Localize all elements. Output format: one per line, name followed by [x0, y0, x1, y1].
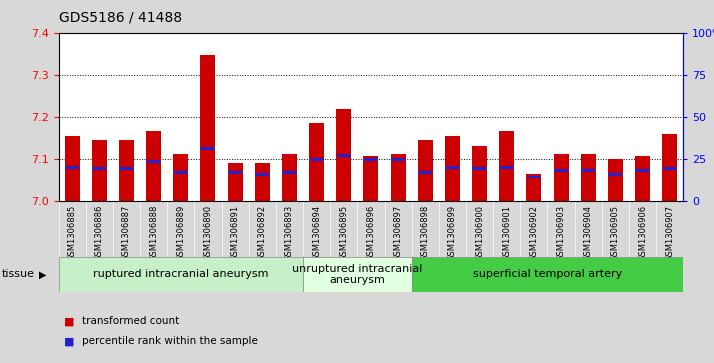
Bar	[580, 154, 595, 201]
Bar	[363, 156, 378, 201]
Bar	[174, 154, 188, 201]
Text: GSM1306893: GSM1306893	[285, 205, 294, 261]
Bar	[282, 154, 297, 201]
Text: GSM1306892: GSM1306892	[258, 205, 267, 261]
Text: ■: ■	[64, 336, 75, 346]
Bar	[228, 171, 242, 174]
Text: GSM1306899: GSM1306899	[448, 205, 457, 261]
Bar	[59, 257, 303, 292]
Bar	[499, 131, 514, 201]
Text: GSM1306901: GSM1306901	[502, 205, 511, 261]
Text: GSM1306894: GSM1306894	[312, 205, 321, 261]
Bar	[255, 163, 270, 201]
Text: transformed count: transformed count	[82, 316, 179, 326]
Bar	[608, 172, 623, 176]
Bar	[201, 147, 215, 150]
Bar	[119, 167, 134, 170]
Bar	[119, 140, 134, 201]
Text: GSM1306903: GSM1306903	[557, 205, 565, 261]
Bar	[336, 109, 351, 201]
Bar	[473, 167, 487, 170]
Text: unruptured intracranial
aneurysm: unruptured intracranial aneurysm	[292, 264, 423, 285]
Bar	[65, 166, 79, 169]
Text: GSM1306886: GSM1306886	[95, 205, 104, 261]
Bar	[174, 171, 188, 174]
Bar	[201, 56, 216, 201]
Text: GDS5186 / 41488: GDS5186 / 41488	[59, 11, 181, 25]
Bar	[663, 134, 677, 201]
Bar	[337, 154, 351, 158]
Bar	[146, 131, 161, 201]
Text: GSM1306898: GSM1306898	[421, 205, 430, 261]
Bar	[527, 176, 541, 179]
Text: GSM1306896: GSM1306896	[366, 205, 376, 261]
Bar	[92, 140, 107, 201]
Bar	[500, 166, 514, 169]
Bar	[554, 169, 568, 172]
Text: GSM1306895: GSM1306895	[339, 205, 348, 261]
Text: GSM1306888: GSM1306888	[149, 205, 158, 261]
Bar	[303, 257, 412, 292]
Bar	[391, 154, 406, 201]
Bar	[255, 172, 269, 176]
Bar	[412, 257, 683, 292]
Bar	[364, 158, 378, 161]
Bar	[445, 136, 460, 201]
Text: tissue: tissue	[2, 269, 35, 280]
Bar	[92, 167, 106, 170]
Bar	[553, 154, 568, 201]
Text: superficial temporal artery: superficial temporal artery	[473, 269, 622, 280]
Bar	[581, 169, 595, 172]
Bar	[635, 169, 650, 172]
Text: GSM1306891: GSM1306891	[231, 205, 240, 261]
Bar	[309, 123, 324, 201]
Bar	[146, 160, 161, 163]
Text: GSM1306887: GSM1306887	[122, 205, 131, 261]
Text: ■: ■	[64, 316, 75, 326]
Text: GSM1306905: GSM1306905	[611, 205, 620, 261]
Bar	[418, 171, 433, 174]
Bar	[418, 140, 433, 201]
Bar	[472, 146, 487, 201]
Text: GSM1306906: GSM1306906	[638, 205, 647, 261]
Text: GSM1306904: GSM1306904	[584, 205, 593, 261]
Bar	[608, 159, 623, 201]
Text: ruptured intracranial aneurysm: ruptured intracranial aneurysm	[93, 269, 268, 280]
Bar	[663, 167, 677, 170]
Bar	[526, 174, 541, 201]
Text: GSM1306900: GSM1306900	[475, 205, 484, 261]
Bar	[65, 136, 79, 201]
Text: percentile rank within the sample: percentile rank within the sample	[82, 336, 258, 346]
Text: GSM1306907: GSM1306907	[665, 205, 674, 261]
Text: ▶: ▶	[39, 269, 47, 280]
Text: GSM1306885: GSM1306885	[68, 205, 76, 261]
Bar	[282, 171, 296, 174]
Bar	[391, 158, 405, 161]
Bar	[228, 163, 243, 201]
Bar	[309, 158, 323, 161]
Bar	[635, 156, 650, 201]
Text: GSM1306902: GSM1306902	[529, 205, 538, 261]
Text: GSM1306889: GSM1306889	[176, 205, 185, 261]
Text: GSM1306890: GSM1306890	[203, 205, 213, 261]
Text: GSM1306897: GSM1306897	[393, 205, 403, 261]
Bar	[446, 166, 460, 169]
